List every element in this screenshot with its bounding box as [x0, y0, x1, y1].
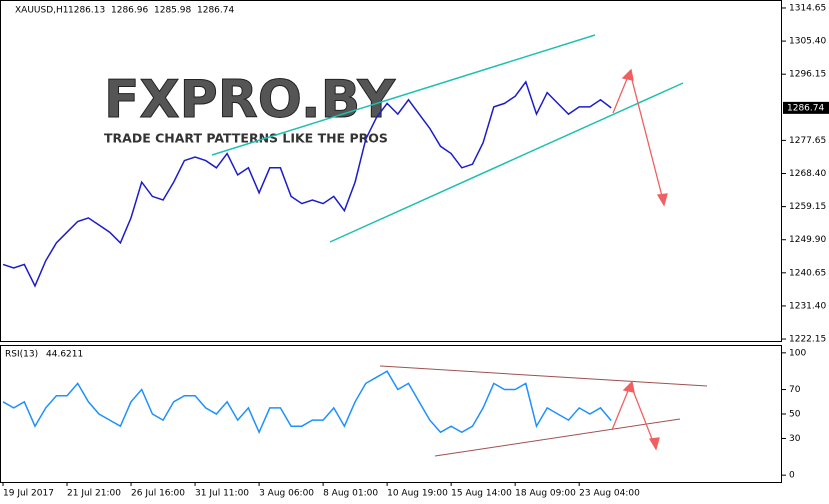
triangle-line — [379, 365, 708, 387]
price-line — [2, 80, 612, 288]
close: 1286.74 — [197, 6, 234, 16]
symbol: XAUUSD,H1 — [15, 6, 69, 16]
high: 1286.96 — [111, 6, 148, 16]
channel-line — [211, 34, 596, 156]
x-tick-label: 19 Jul 2017 — [3, 489, 54, 499]
last-price-label: 1286.74 — [787, 103, 824, 113]
rsi-value: 44.6211 — [46, 350, 83, 360]
x-tick-label: 15 Aug 14:00 — [451, 489, 512, 499]
last-price-box — [783, 101, 829, 114]
y-tick-label: 1277.65 — [789, 136, 826, 146]
price-line — [2, 370, 612, 435]
ohlc-header: XAUUSD,H1 1286.13 1286.96 1285.98 1286.7… — [15, 6, 234, 16]
y-tick-label: 1222.15 — [789, 335, 826, 345]
x-tick-label: 31 Jul 11:00 — [195, 489, 249, 499]
triangle-line — [434, 418, 681, 457]
y-tick-label: 100 — [789, 348, 806, 358]
y-tick-label: 1314.65 — [789, 3, 826, 13]
x-tick-label: 23 Aug 04:00 — [579, 489, 640, 499]
low: 1285.98 — [154, 6, 191, 16]
watermark-subtitle: TRADE CHART PATTERNS LIKE THE PROS — [104, 131, 388, 146]
rsi-title: RSI(13) — [5, 350, 38, 360]
x-tick-label: 8 Aug 01:00 — [323, 489, 378, 499]
price-panel — [0, 0, 782, 342]
x-tick-label: 21 Jul 21:00 — [67, 489, 121, 499]
channel-line — [329, 82, 684, 243]
open: 1286.13 — [68, 6, 105, 16]
x-tick-label: 18 Aug 09:00 — [515, 489, 576, 499]
rsi-panel — [0, 345, 782, 483]
watermark: FXPRO.BY — [104, 70, 396, 130]
y-tick-label: 30 — [789, 434, 801, 444]
x-tick-label: 10 Aug 19:00 — [387, 489, 448, 499]
y-tick-label: 1231.40 — [789, 301, 826, 311]
y-tick-label: 1240.65 — [789, 268, 826, 278]
y-tick-label: 0 — [789, 471, 795, 481]
y-tick-label: 1268.40 — [789, 169, 826, 179]
y-tick-label: 1259.15 — [789, 202, 826, 212]
y-tick-label: 1249.90 — [789, 235, 826, 245]
x-tick-label: 26 Jul 16:00 — [131, 489, 185, 499]
x-tick-label: 3 Aug 06:00 — [259, 489, 314, 499]
forecast-arrows — [611, 68, 668, 451]
y-tick-label: 1305.40 — [789, 37, 826, 47]
y-tick-label: 1296.15 — [789, 70, 826, 80]
y-tick-label: 50 — [789, 410, 801, 420]
y-tick-label: 70 — [789, 385, 801, 395]
